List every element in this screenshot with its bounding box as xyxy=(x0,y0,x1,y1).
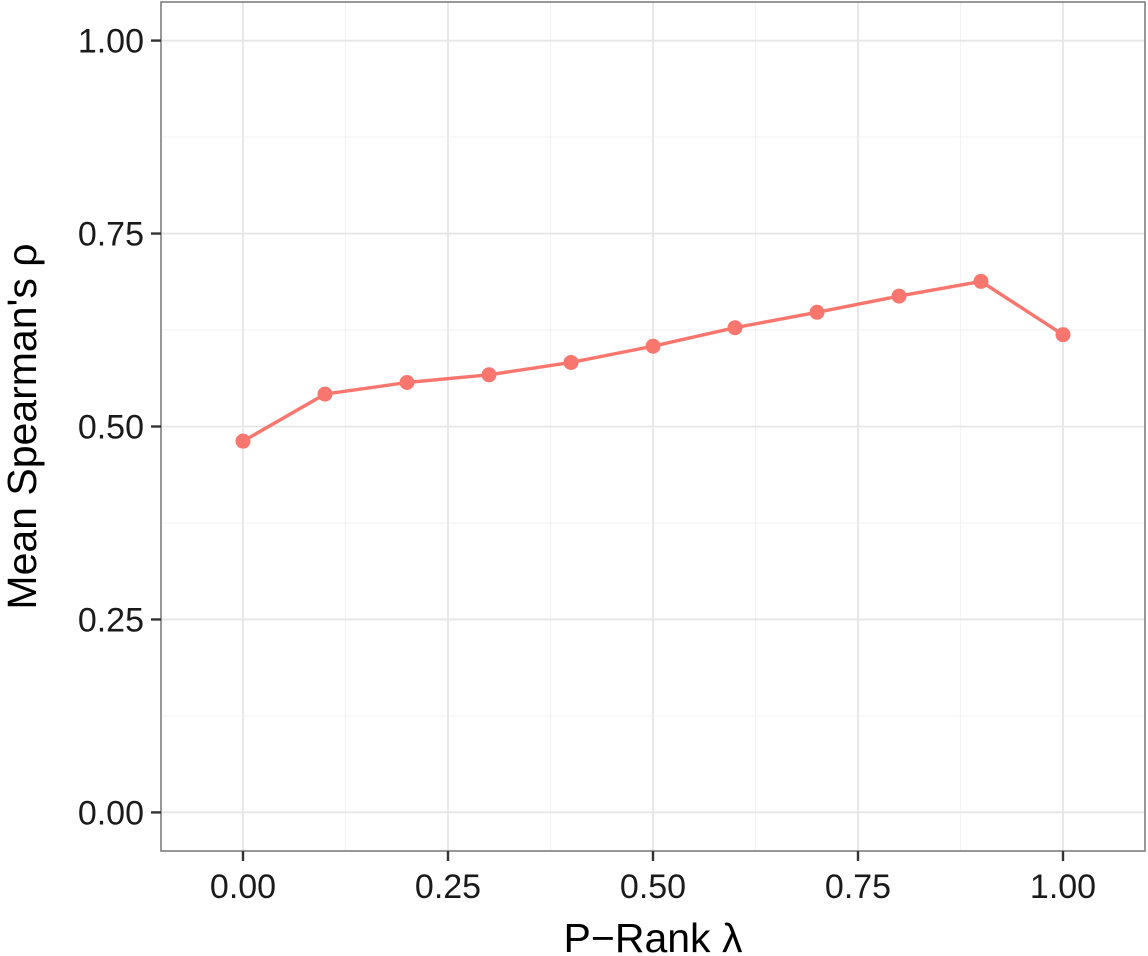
axis-ticks: 0.00 0.25 0.50 0.75 1.00 0.00 0.25 0.50 0.75 1.00 xyxy=(78,23,1096,906)
x-tick-label: 0.00 xyxy=(210,868,276,906)
y-tick-label: 0.25 xyxy=(78,601,144,639)
data-point xyxy=(399,375,415,391)
data-point xyxy=(973,273,989,289)
data-point xyxy=(645,338,661,354)
data-point xyxy=(235,433,251,449)
data-point xyxy=(481,367,497,383)
y-tick-label: 0.50 xyxy=(78,409,144,447)
data-point xyxy=(317,386,333,402)
data-point xyxy=(727,320,743,336)
series-layer xyxy=(235,273,1071,449)
data-point xyxy=(809,304,825,320)
grid-lines xyxy=(161,2,1145,851)
x-tick-label: 0.25 xyxy=(415,868,481,906)
x-axis-title: P−Rank λ xyxy=(564,915,743,956)
y-tick-label: 0.00 xyxy=(78,794,144,832)
y-tick-label: 0.75 xyxy=(78,216,144,254)
y-axis-title: Mean Spearman's ρ xyxy=(0,243,45,609)
x-tick-label: 0.75 xyxy=(825,868,891,906)
x-tick-label: 0.50 xyxy=(620,868,686,906)
y-tick-label: 1.00 xyxy=(78,23,144,61)
x-tick-label: 1.00 xyxy=(1030,868,1096,906)
data-point xyxy=(563,354,579,370)
data-point xyxy=(1055,327,1071,343)
data-point xyxy=(891,288,907,304)
